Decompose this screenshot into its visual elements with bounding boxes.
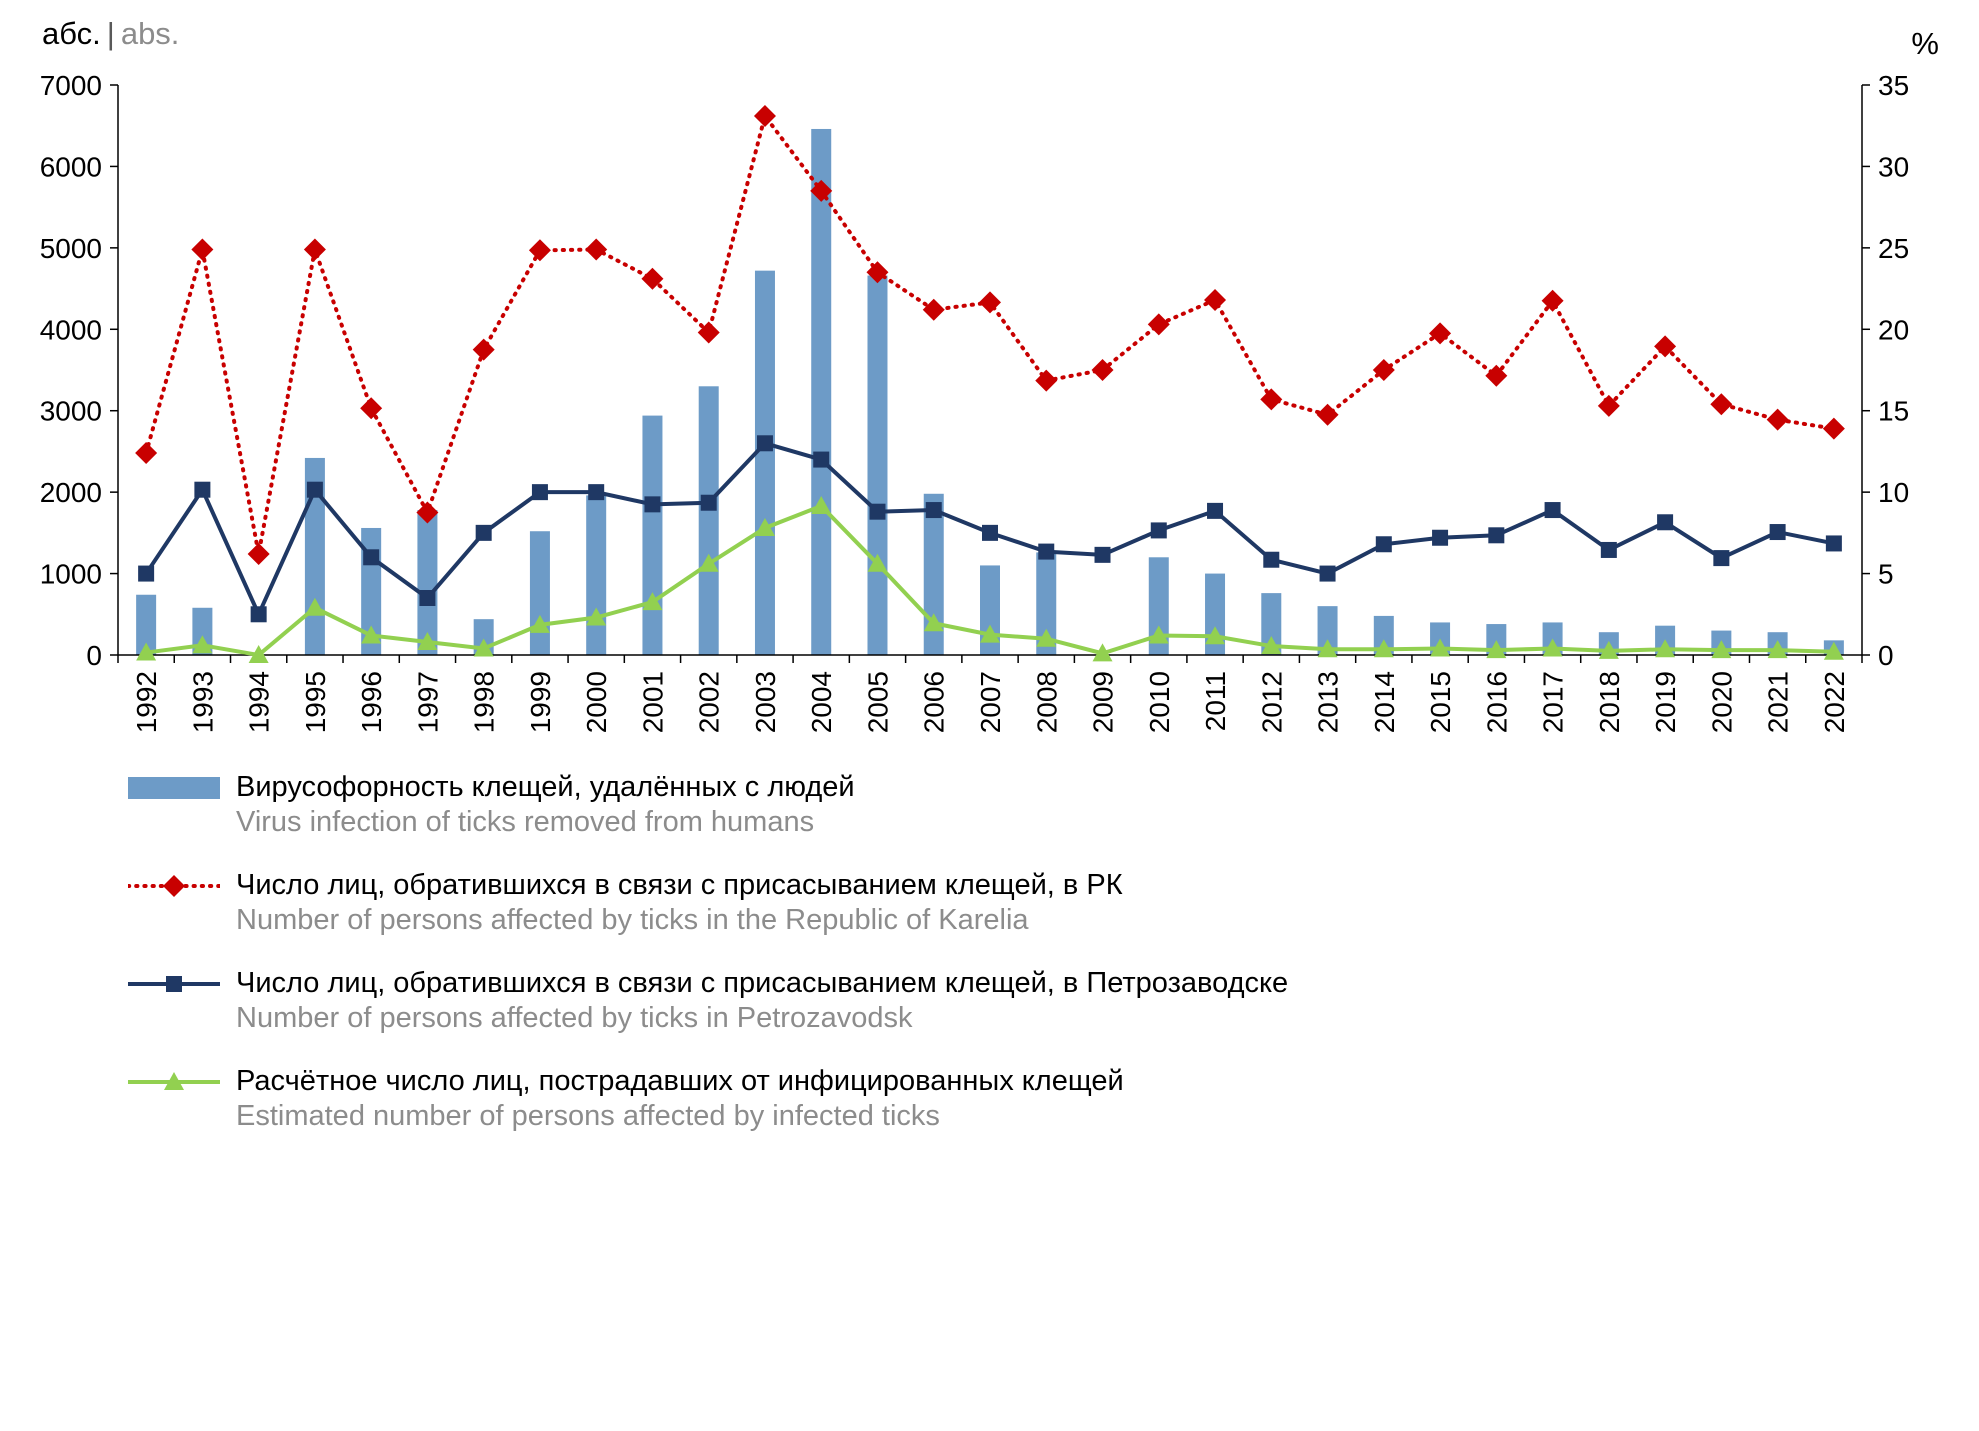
legend-label-ru: Число лиц, обратившихся в связи с присас…: [236, 869, 1123, 901]
svg-text:2007: 2007: [975, 671, 1006, 733]
legend-label-en: Virus infection of ticks removed from hu…: [236, 806, 815, 838]
svg-text:2020: 2020: [1706, 671, 1737, 733]
chart-plot-area: 0 1000 2000 3000 4000 5000 6000 7000 0 5 10 15 20 25 3…: [40, 70, 1909, 733]
unit-separator: |: [106, 16, 115, 51]
svg-text:5000: 5000: [40, 233, 102, 264]
dotted-line-diamond-marker: [128, 875, 220, 897]
svg-text:1997: 1997: [412, 671, 443, 733]
svg-text:6000: 6000: [40, 151, 102, 182]
svg-text:2013: 2013: [1313, 671, 1344, 733]
left-axis-unit-en: abs.: [120, 16, 180, 51]
svg-text:20: 20: [1878, 314, 1909, 345]
svg-text:2015: 2015: [1425, 671, 1456, 733]
legend-label-ru: Вирусофорность клещей, удалённых с людей: [236, 771, 855, 803]
svg-text:1996: 1996: [356, 671, 387, 733]
svg-text:2019: 2019: [1650, 671, 1681, 733]
solid-line-triangle-marker: [128, 1072, 220, 1090]
svg-text:0: 0: [1878, 640, 1894, 671]
svg-text:2001: 2001: [637, 671, 668, 733]
svg-text:2000: 2000: [40, 477, 102, 508]
svg-text:2017: 2017: [1538, 671, 1569, 733]
solid-line-square-marker: [128, 976, 220, 992]
svg-text:5: 5: [1878, 559, 1894, 590]
legend-label-en: Estimated number of persons affected by …: [236, 1100, 940, 1132]
svg-text:4000: 4000: [40, 314, 102, 345]
svg-text:2006: 2006: [919, 671, 950, 733]
svg-text:10: 10: [1878, 477, 1909, 508]
svg-text:0: 0: [86, 640, 102, 671]
left-axis-unit-ru: абс.: [42, 16, 101, 51]
legend-label-en: Number of persons affected by ticks in t…: [236, 904, 1029, 936]
legend-item-estimated-line: Расчётное число лиц, пострадавших от инф…: [128, 1064, 1288, 1134]
svg-text:2005: 2005: [862, 671, 893, 733]
svg-text:2021: 2021: [1763, 671, 1794, 733]
svg-text:3000: 3000: [40, 396, 102, 427]
svg-text:15: 15: [1878, 396, 1909, 427]
legend-item-petrozavodsk-line: Число лиц, обратившихся в связи с присас…: [128, 966, 1288, 1036]
left-axis-unit-label: абс. | abs.: [42, 16, 179, 52]
svg-text:30: 30: [1878, 151, 1909, 182]
svg-text:1994: 1994: [244, 671, 275, 733]
svg-text:1993: 1993: [187, 671, 218, 733]
legend-label-en: Number of persons affected by ticks in P…: [236, 1002, 913, 1034]
svg-text:1992: 1992: [131, 671, 162, 733]
svg-text:7000: 7000: [40, 70, 102, 101]
chart-legend: Вирусофорность клещей, удалённых с людей…: [128, 770, 1288, 1134]
legend-item-virus-infection-bars: Вирусофорность клещей, удалённых с людей…: [128, 770, 1288, 840]
svg-text:2016: 2016: [1481, 671, 1512, 733]
svg-text:2022: 2022: [1819, 671, 1850, 733]
svg-text:2012: 2012: [1256, 671, 1287, 733]
svg-text:2003: 2003: [750, 671, 781, 733]
svg-text:2008: 2008: [1031, 671, 1062, 733]
svg-text:2000: 2000: [581, 671, 612, 733]
right-axis-unit-label: %: [1911, 26, 1939, 61]
svg-text:2002: 2002: [694, 671, 725, 733]
legend-label-ru: Число лиц, обратившихся в связи с присас…: [236, 967, 1289, 999]
svg-text:2011: 2011: [1200, 671, 1231, 731]
svg-text:1999: 1999: [525, 671, 556, 733]
svg-text:35: 35: [1878, 70, 1909, 101]
svg-text:2014: 2014: [1369, 671, 1400, 733]
svg-text:2009: 2009: [1088, 671, 1119, 733]
svg-text:2010: 2010: [1144, 671, 1175, 733]
svg-text:2018: 2018: [1594, 671, 1625, 733]
legend-label-ru: Расчётное число лиц, пострадавших от инф…: [236, 1065, 1124, 1097]
svg-text:25: 25: [1878, 233, 1909, 264]
legend-item-karelia-line: Число лиц, обратившихся в связи с присас…: [128, 868, 1288, 938]
svg-text:1998: 1998: [469, 671, 500, 733]
svg-text:1995: 1995: [300, 671, 331, 733]
bar-series-marker: [128, 777, 220, 799]
svg-text:1000: 1000: [40, 559, 102, 590]
svg-text:2004: 2004: [806, 671, 837, 733]
